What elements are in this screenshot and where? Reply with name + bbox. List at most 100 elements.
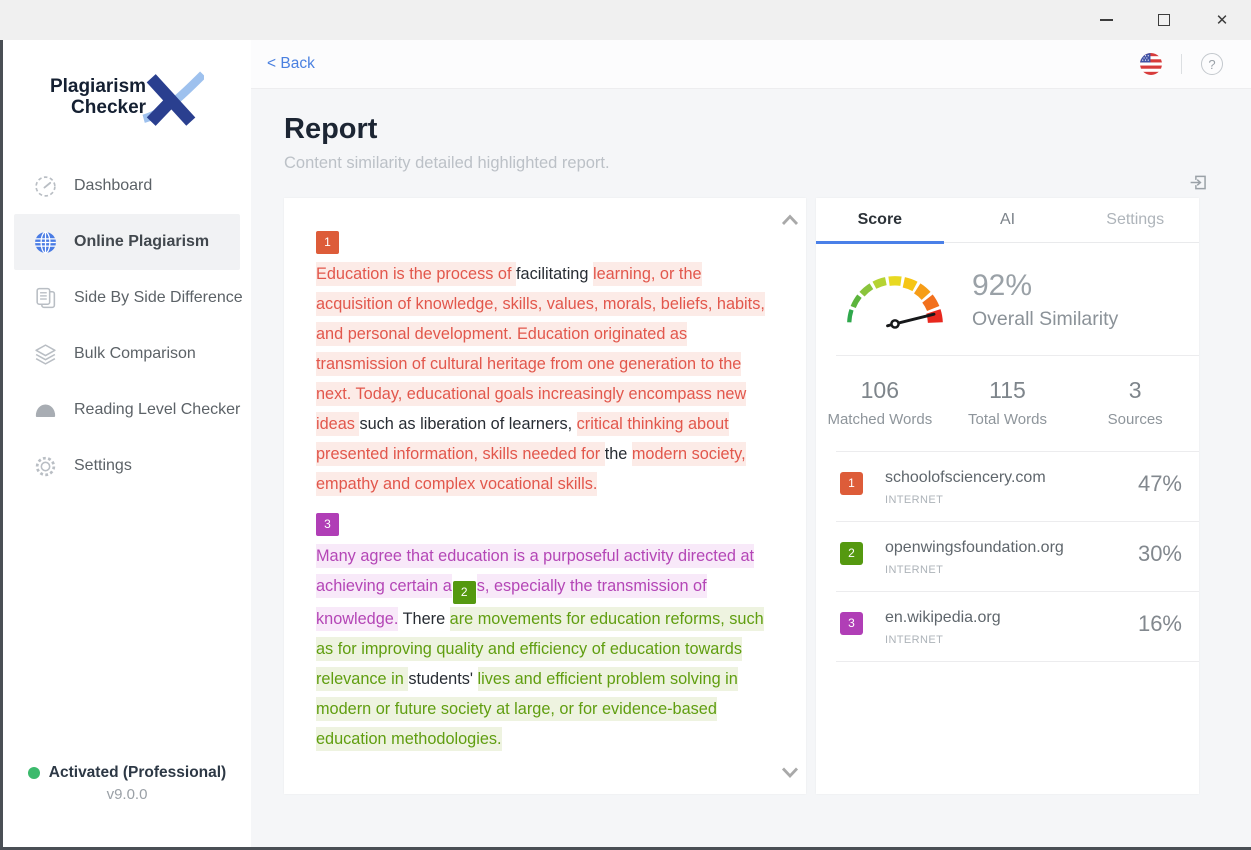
us-flag-icon[interactable] (1140, 53, 1162, 75)
source-badge: 2 (840, 542, 863, 565)
sidebar-item-label: Reading Level Checker (74, 401, 241, 418)
close-icon: ✕ (1215, 12, 1229, 29)
stat-value: 115 (989, 377, 1026, 403)
status-label: Activated (Professional) (48, 764, 227, 781)
scroll-down-button[interactable] (779, 762, 801, 782)
logo-text: Plagiarism Checker (50, 76, 146, 118)
sidebar-item-label: Online Plagiarism (74, 233, 210, 250)
sidebar-item-label: Dashboard (74, 177, 153, 194)
stat-value: 3 (1128, 377, 1142, 403)
plagiarism-x-logo: Plagiarism Checker (3, 66, 251, 128)
export-icon (1190, 175, 1206, 190)
version-label: v9.0.0 (106, 786, 148, 803)
source-badge: 1 (840, 472, 863, 495)
page-subtitle: Content similarity detailed highlighted … (284, 154, 610, 172)
minimize-icon (1099, 19, 1113, 21)
text-segment: such as liberation of learners, (359, 415, 577, 433)
sidebar-item-dashboard[interactable]: Dashboard (3, 158, 251, 214)
match-badge-2: 2 (452, 581, 476, 604)
activation-status: Activated (Professional) v9.0.0 (3, 764, 251, 803)
source-name: openwingsfoundation.org (885, 539, 1064, 556)
source-info: schoolofsciencery.com INTERNET (885, 469, 1138, 506)
tab-settings[interactable]: Settings (1106, 211, 1165, 228)
similarity-summary: 92% Overall Similarity (816, 243, 1199, 355)
stats-row: 106 Matched Words 115 Total Words 3 Sour… (816, 356, 1199, 451)
globe-icon (33, 230, 58, 255)
logo-line2: Checker (71, 97, 147, 118)
text-segment: learning, or the acquisition of knowledg… (316, 262, 765, 436)
stat-label: Sources (1107, 411, 1163, 428)
source-name: en.wikipedia.org (885, 609, 1001, 626)
maximize-icon (1158, 14, 1170, 26)
content-row: 1 Education is the process of facilitati… (251, 198, 1251, 794)
report-document: 1 Education is the process of facilitati… (284, 198, 806, 794)
similarity-text: 92% Overall Similarity (972, 269, 1118, 331)
maximize-button[interactable] (1135, 0, 1193, 40)
scroll-up-button[interactable] (779, 210, 801, 230)
sidebar-item-online-plagiarism[interactable]: Online Plagiarism (14, 214, 240, 270)
gear-icon (33, 454, 58, 479)
logo-line1: Plagiarism (49, 76, 147, 97)
sidebar-item-reading-level[interactable]: Reading Level Checker (3, 382, 251, 438)
app-window: Plagiarism Checker Dashboard Online Pl (0, 40, 1251, 850)
source-type: INTERNET (885, 564, 944, 576)
cloud-icon (33, 398, 58, 423)
question-icon: ? (1208, 56, 1216, 72)
sidebar-nav: Dashboard Online Plagiarism Side By Side… (3, 158, 251, 494)
divider (836, 355, 1199, 356)
stat-label: Total Words (968, 411, 1047, 428)
speedometer-icon (33, 174, 58, 199)
close-button[interactable]: ✕ (1193, 0, 1251, 40)
text-segment: the (604, 445, 632, 463)
back-link[interactable]: < Back (267, 55, 315, 72)
stat-label: Matched Words (827, 411, 933, 428)
match-badge-3: 3 (316, 513, 339, 536)
tab-ai[interactable]: AI (999, 211, 1016, 228)
text-segment: students' (408, 670, 478, 688)
top-bar: < Back ? (251, 40, 1251, 89)
source-percent: 30% (1137, 541, 1182, 566)
topbar-actions: ? (1140, 53, 1223, 75)
divider (836, 661, 1199, 662)
match-badge-1: 1 (316, 231, 339, 254)
status-dot-icon (27, 767, 40, 779)
chevron-down-icon (781, 767, 799, 779)
source-row[interactable]: 3 en.wikipedia.org INTERNET 16% (816, 592, 1199, 661)
export-button[interactable] (1188, 172, 1209, 198)
divider (836, 451, 1199, 452)
minimize-button[interactable] (1077, 0, 1135, 40)
source-row[interactable]: 2 openwingsfoundation.org INTERNET 30% (816, 522, 1199, 591)
text-segment: Education is the process of (316, 262, 517, 286)
sidebar: Plagiarism Checker Dashboard Online Pl (3, 40, 251, 847)
window-titlebar: ✕ (0, 0, 1251, 40)
paragraph-text: Education is the process of facilitating… (316, 259, 768, 499)
page-title: Report (284, 113, 378, 145)
document-paragraph: 1 Education is the process of facilitati… (316, 231, 765, 499)
layers-icon (33, 342, 58, 367)
chevron-up-icon (781, 214, 799, 225)
source-badge: 3 (840, 612, 863, 635)
source-row[interactable]: 1 schoolofsciencery.com INTERNET 47% (816, 452, 1199, 521)
sidebar-item-label: Side By Side Difference (74, 289, 243, 306)
sidebar-item-settings[interactable]: Settings (3, 438, 251, 494)
text-segment: There (398, 610, 450, 628)
sidebar-item-label: Settings (74, 457, 132, 474)
source-name: schoolofsciencery.com (885, 469, 1046, 486)
sidebar-item-side-by-side[interactable]: Side By Side Difference (3, 270, 251, 326)
stat-matched-words: 106 Matched Words (816, 377, 944, 428)
documents-icon (33, 286, 58, 311)
source-info: openwingsfoundation.org INTERNET (885, 539, 1138, 576)
score-panel-tabs: Score AI Settings (816, 198, 1199, 244)
sidebar-item-bulk-comparison[interactable]: Bulk Comparison (3, 326, 251, 382)
tab-score[interactable]: Score (816, 198, 944, 244)
stat-sources: 3 Sources (1071, 377, 1199, 428)
sidebar-item-label: Bulk Comparison (74, 345, 196, 362)
main-area: < Back ? (251, 40, 1251, 847)
source-info: en.wikipedia.org INTERNET (885, 609, 1138, 646)
stat-total-words: 115 Total Words (944, 377, 1072, 428)
help-button[interactable]: ? (1201, 53, 1223, 75)
stat-value: 106 (860, 377, 900, 403)
divider (836, 521, 1199, 522)
text-segment: facilitating (516, 265, 593, 283)
divider (836, 591, 1199, 592)
